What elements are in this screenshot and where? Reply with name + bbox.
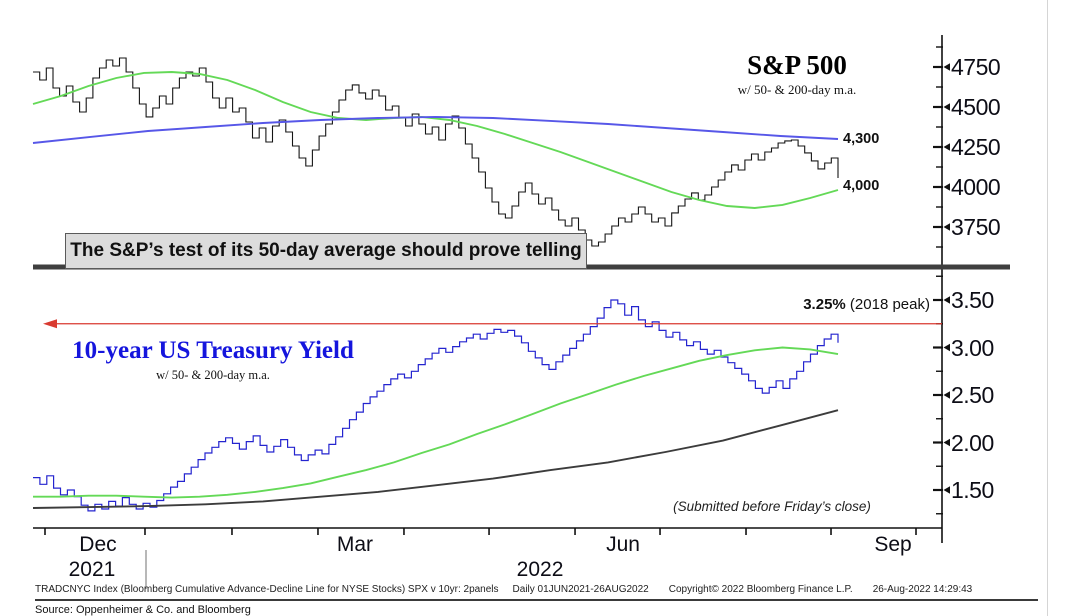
series-top-s-p-500-daily-price <box>33 57 839 247</box>
series-top-200-day-m-a- <box>32 115 839 144</box>
annotation-banner: The S&P’s test of its 50-day average sho… <box>65 233 587 269</box>
top-panel-title: S&P 500 <box>747 50 847 80</box>
y-tick-label: 4250 <box>951 134 1001 160</box>
peak-annotation-value: 3.25% <box>803 296 846 313</box>
y-tick-arrow <box>943 183 950 191</box>
y-tick-label: 4000 <box>951 174 1001 200</box>
x-month-label: Sep <box>874 533 912 556</box>
footer-timestamp: 26-Aug-2022 14:29:43 <box>872 584 973 595</box>
y-tick-arrow <box>943 296 950 304</box>
y-tick-arrow <box>943 438 950 447</box>
y-tick-arrow <box>943 343 950 352</box>
bottom-panel-title: 10-year US Treasury Yield <box>72 337 354 364</box>
y-tick-arrow <box>943 103 950 111</box>
ma200-end-label: 4,300 <box>843 131 880 147</box>
series-top-50-day-m-a- <box>32 71 839 209</box>
y-tick-arrow <box>943 223 950 231</box>
y-tick-label: 3750 <box>951 214 1001 240</box>
x-month-label: Dec <box>79 533 117 556</box>
footer-index-desc: TRADCNYC Index (Bloomberg Cumulative Adv… <box>35 584 499 595</box>
source-line: Source: Oppenheimer & Co. and Bloomberg <box>35 604 251 616</box>
y-tick-arrow <box>943 63 950 71</box>
y-tick-label: 4500 <box>951 94 1001 120</box>
page-edge-line <box>1047 0 1048 616</box>
peak-annotation-text: (2018 peak) <box>845 296 930 313</box>
y-tick-label: 1.50 <box>951 477 994 503</box>
x-year-label: 2021 <box>68 558 116 581</box>
top-panel-subtitle: w/ 50- & 200-day m.a. <box>737 82 857 97</box>
y-tick-label: 3.00 <box>951 334 994 361</box>
y-tick-label: 4750 <box>951 54 1001 80</box>
y-tick-label: 2.50 <box>951 382 994 408</box>
y-tick-label: 3.50 <box>951 287 994 313</box>
y-tick-arrow <box>943 143 950 151</box>
series-bottom-200-day-m-a- <box>32 409 839 509</box>
peak-annotation: 3.25% (2018 peak) <box>803 296 930 313</box>
y-tick-label: 2.00 <box>951 429 994 456</box>
y-tick-arrow <box>943 486 950 494</box>
bottom-panel-subtitle: w/ 50- & 200-day m.a. <box>156 368 270 382</box>
series-bottom-50-day-m-a- <box>33 346 839 499</box>
y-tick-arrow <box>943 391 950 399</box>
series-bottom-10-year-yield-daily <box>33 299 839 512</box>
submitted-note: (Submitted before Friday’s close) <box>673 499 871 514</box>
x-year-label: 2022 <box>516 558 564 581</box>
x-month-label: Mar <box>336 533 374 556</box>
footer-daily-range: Daily 01JUN2021-26AUG2022 <box>512 584 649 595</box>
footer-rule <box>35 599 1038 601</box>
ma50-end-label: 4,000 <box>843 178 880 194</box>
peak-hline-arrow <box>43 319 57 329</box>
bloomberg-footer: TRADCNYC Index (Bloomberg Cumulative Adv… <box>35 584 1035 595</box>
x-month-label: Jun <box>606 533 640 556</box>
footer-copyright: Copyright© 2022 Bloomberg Finance L.P. <box>668 584 853 595</box>
